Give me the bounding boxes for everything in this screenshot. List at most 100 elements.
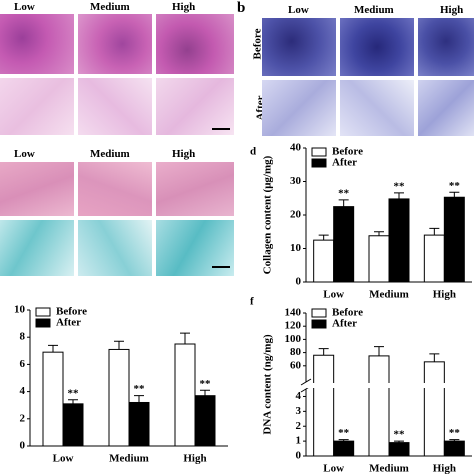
y-tick-label: 40 (290, 142, 302, 154)
scale-bar (212, 266, 230, 268)
bar (194, 395, 216, 447)
significance-label: ** (394, 429, 406, 441)
legend-swatch (311, 147, 327, 157)
legend-label: After (332, 318, 357, 330)
error-bar (68, 399, 78, 404)
error-bar (449, 439, 460, 442)
error-bar (449, 191, 460, 198)
panel-label: f (250, 296, 254, 308)
error-bar (114, 340, 124, 350)
bar (313, 354, 335, 457)
x-tick-label: High (183, 453, 206, 465)
legend-swatch (311, 158, 327, 168)
column-label: High (440, 4, 464, 16)
y-tick-label: 60 (290, 359, 302, 371)
legend-swatch (311, 319, 327, 329)
x-tick-label: Low (323, 463, 344, 474)
bar (313, 239, 335, 283)
x-tick-label: Low (53, 453, 74, 465)
error-bar (338, 199, 349, 207)
panel-label: b (237, 0, 246, 16)
bar (333, 440, 355, 457)
column-label: Medium (90, 148, 130, 160)
column-label: Medium (354, 4, 394, 16)
y-tick-label: 100 (285, 333, 302, 345)
y-tick-label: 80 (290, 346, 302, 358)
error-bar (180, 332, 190, 344)
y-axis-label: DNA content (ng/mg) (262, 334, 274, 435)
error-bar (48, 344, 58, 353)
y-tick-label: 4 (296, 390, 302, 402)
bar (443, 440, 465, 457)
histology-image (262, 18, 336, 76)
y-tick-label: 3 (296, 405, 302, 417)
axis-break (300, 378, 312, 386)
significance-label: ** (449, 427, 461, 439)
error-bar (394, 192, 404, 199)
scale-bar (212, 128, 230, 130)
x-tick-label: Medium (369, 463, 409, 474)
error-bar (318, 234, 329, 241)
histology-image (78, 162, 152, 216)
x-tick-label: Medium (109, 453, 149, 465)
histology-image (156, 78, 234, 135)
y-tick-label: 10 (290, 242, 302, 254)
histology-image (340, 80, 414, 136)
significance-label: ** (338, 427, 350, 439)
y-tick-label: 6 (20, 358, 26, 370)
legend-label: After (332, 157, 357, 169)
bar (333, 206, 355, 283)
y-tick-label: 4 (20, 385, 26, 397)
error-bar (318, 348, 329, 356)
legend-swatch (311, 308, 327, 318)
y-tick-label: 2 (20, 412, 26, 424)
histology-image (78, 14, 152, 74)
legend-label: Before (56, 306, 87, 318)
histology-image (262, 80, 336, 136)
histology-image (418, 80, 474, 136)
error-bar (200, 389, 210, 396)
histology-image (156, 14, 234, 74)
histology-image (156, 162, 234, 216)
error-bar (429, 227, 440, 236)
histology-image (0, 162, 74, 216)
column-label: Medium (90, 1, 130, 13)
error-bar (374, 231, 384, 236)
histology-image (340, 18, 414, 76)
y-axis-label: Collagen content (μg/mg) (262, 155, 274, 274)
column-label: High (172, 1, 196, 13)
y-tick-label: 30 (290, 175, 302, 187)
bar (62, 403, 84, 447)
error-bar (394, 440, 404, 443)
legend-label: Before (332, 146, 363, 158)
legend-label: Before (332, 307, 363, 319)
y-tick-label: 1 (296, 435, 302, 447)
error-bar (429, 353, 440, 362)
x-tick-label: Low (323, 289, 344, 301)
bar (108, 348, 130, 447)
y-tick-label: 20 (290, 209, 302, 221)
y-tick-label: 120 (285, 320, 302, 332)
column-label: Low (288, 4, 309, 16)
histology-image (78, 220, 152, 276)
bar (423, 361, 445, 457)
y-tick-label: 0 (296, 450, 302, 462)
column-label: Low (14, 1, 35, 13)
bar (388, 198, 410, 283)
bar (368, 235, 390, 283)
x-tick-label: Medium (369, 289, 409, 301)
histology-image (0, 220, 74, 276)
error-bar (338, 439, 349, 442)
bar (443, 196, 465, 283)
legend-swatch (35, 307, 51, 317)
break-gap (307, 383, 473, 388)
y-tick-label: 0 (20, 440, 26, 452)
bar (128, 401, 150, 447)
legend-label: After (56, 317, 81, 329)
y-tick-label: 8 (20, 331, 26, 343)
column-label: High (172, 148, 196, 160)
error-bar (134, 395, 144, 403)
significance-label: ** (449, 180, 461, 192)
